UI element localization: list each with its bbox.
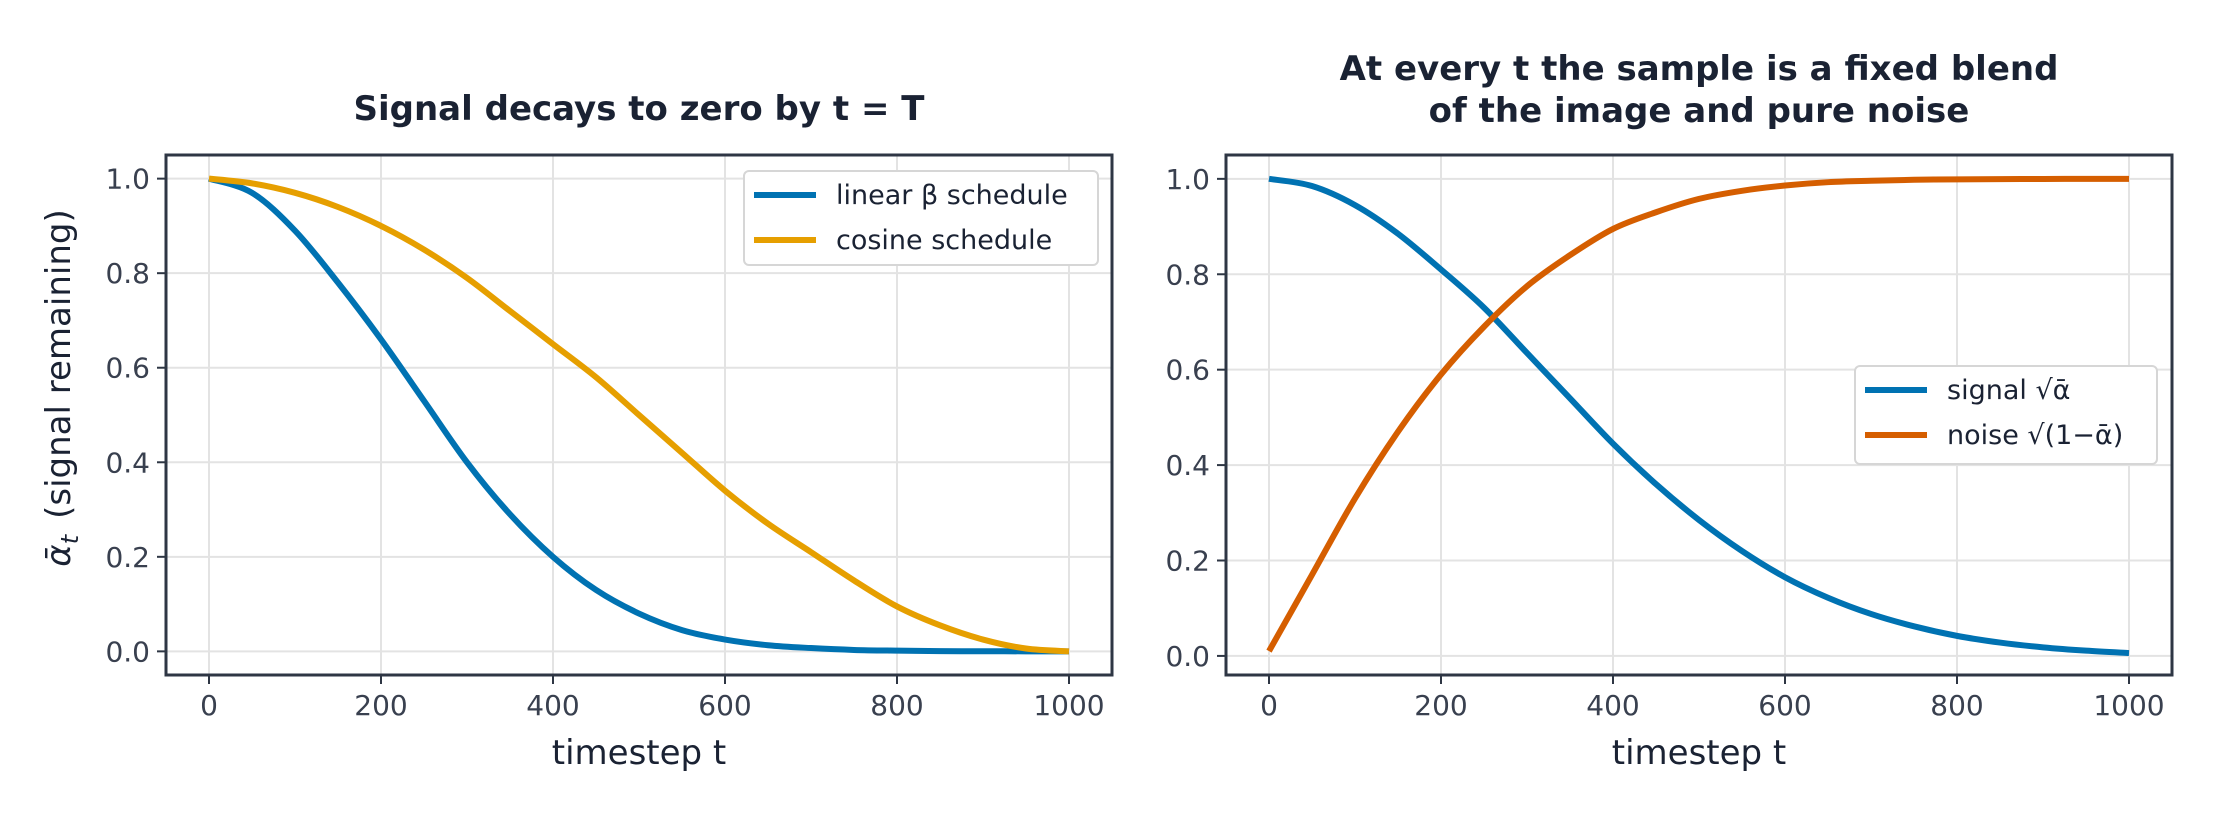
right-legend: signal √ᾱ noise √(1−ᾱ) bbox=[1854, 365, 2158, 465]
left-x-tick-label-1: 200 bbox=[354, 689, 407, 722]
right-y-tick-label-2: 0.4 bbox=[1165, 449, 1210, 482]
right-y-tick-label-0: 0.0 bbox=[1165, 640, 1210, 673]
right-title-line-0: At every t the sample is a fixed blend bbox=[1340, 49, 2059, 89]
right-x-tick-label-3: 600 bbox=[1758, 689, 1811, 722]
right-x-tick-label-4: 800 bbox=[1930, 689, 1983, 722]
left-y-tick-label-0: 0.0 bbox=[105, 635, 150, 668]
left-title-line-0: Signal decays to zero by t = T bbox=[353, 89, 925, 129]
right-series-line-0 bbox=[1268, 175, 2130, 657]
left-y-tick-label-3: 0.6 bbox=[105, 352, 150, 385]
left-y-axis-label: ᾱt (signal remaining) bbox=[39, 209, 84, 566]
right-chart-panel: 0 200 400 600 800 1000 0.0 0.2 0.4 0.6 0.8 1.0 At e… bbox=[1165, 49, 2174, 773]
right-ticks: 0 200 400 600 800 1000 0.0 0.2 0.4 0.6 0.8 1.0 bbox=[1165, 163, 2164, 722]
left-chart-title: Signal decays to zero by t = T bbox=[353, 89, 925, 129]
left-series-layer bbox=[208, 175, 1070, 655]
right-legend-label-1: noise √(1−ᾱ) bbox=[1947, 420, 2123, 451]
left-chart-panel: 0 200 400 600 800 1000 0.0 0.2 0.4 0.6 0.8 1.0 Sign… bbox=[39, 89, 1114, 773]
right-series-layer bbox=[1266, 175, 2130, 657]
left-series-line-1 bbox=[208, 175, 1070, 655]
left-legend: linear β schedule cosine schedule bbox=[743, 170, 1099, 266]
right-axes-frame bbox=[1224, 153, 2174, 677]
left-ticks: 0 200 400 600 800 1000 0.0 0.2 0.4 0.6 0.8 1.0 bbox=[105, 163, 1104, 722]
right-y-tick-label-4: 0.8 bbox=[1165, 258, 1210, 291]
right-x-tick-label-0: 0 bbox=[1260, 689, 1278, 722]
right-chart-title: At every t the sample is a fixed blendof… bbox=[1340, 49, 2059, 131]
right-series-line-1 bbox=[1266, 175, 2130, 653]
left-legend-label-0: linear β schedule bbox=[836, 180, 1068, 211]
left-x-tick-label-3: 600 bbox=[698, 689, 751, 722]
right-y-tick-label-3: 0.6 bbox=[1165, 354, 1210, 387]
left-x-tick-label-4: 800 bbox=[870, 689, 923, 722]
left-y-axis-text: (signal remaining) bbox=[39, 209, 79, 519]
left-legend-box bbox=[743, 170, 1099, 266]
right-y-tick-label-1: 0.2 bbox=[1165, 545, 1210, 578]
right-y-tick-label-5: 1.0 bbox=[1165, 163, 1210, 196]
right-title-line-1: of the image and pure noise bbox=[1429, 91, 1970, 131]
left-y-tick-label-1: 0.2 bbox=[105, 541, 150, 574]
right-x-tick-label-1: 200 bbox=[1414, 689, 1467, 722]
left-y-tick-label-5: 1.0 bbox=[105, 163, 150, 196]
left-x-tick-label-2: 400 bbox=[526, 689, 579, 722]
right-x-tick-label-2: 400 bbox=[1586, 689, 1639, 722]
left-y-tick-label-2: 0.4 bbox=[105, 446, 150, 479]
left-series-line-0 bbox=[208, 175, 1070, 655]
right-legend-box bbox=[1854, 365, 2158, 465]
right-legend-label-0: signal √ᾱ bbox=[1947, 375, 2070, 406]
right-x-tick-label-5: 1000 bbox=[2093, 689, 2164, 722]
left-x-tick-label-0: 0 bbox=[200, 689, 218, 722]
left-x-tick-label-5: 1000 bbox=[1033, 689, 1104, 722]
right-x-axis-label: timestep t bbox=[1612, 733, 1787, 773]
left-y-axis-subscript: t bbox=[56, 533, 84, 544]
left-y-axis-symbol: ᾱ bbox=[39, 544, 79, 566]
left-legend-label-1: cosine schedule bbox=[836, 225, 1052, 256]
left-x-axis-label: timestep t bbox=[552, 733, 727, 773]
left-axes-frame bbox=[164, 153, 1114, 677]
left-y-tick-label-4: 0.8 bbox=[105, 257, 150, 290]
